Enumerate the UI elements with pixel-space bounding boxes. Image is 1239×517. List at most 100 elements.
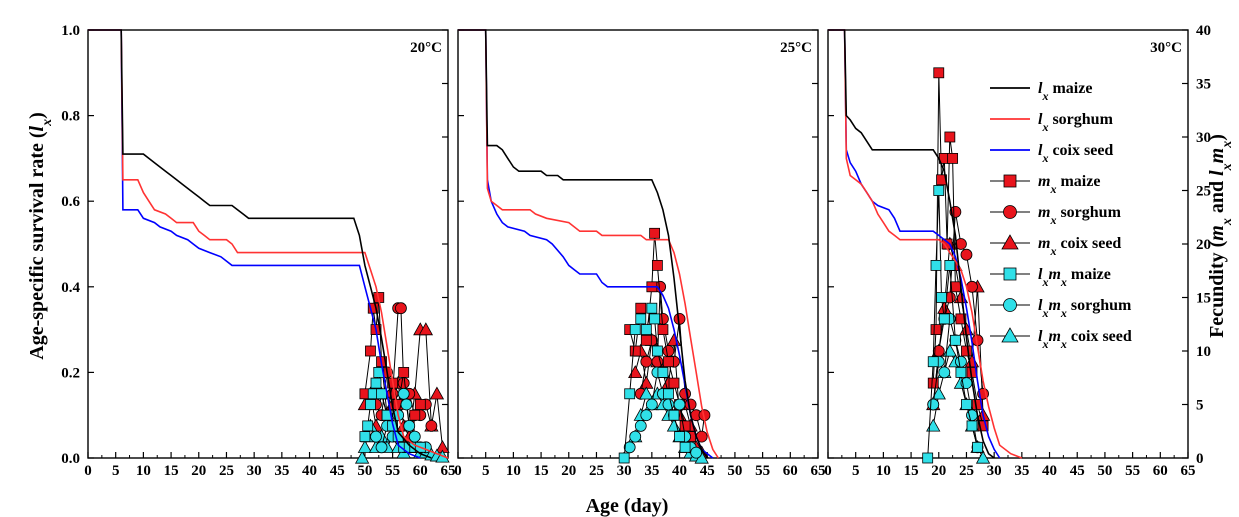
lxmx-maize-point (370, 377, 382, 389)
lxmx-maize-point (955, 366, 967, 378)
x-tick-label: 50 (1097, 463, 1112, 479)
x-tick-label: 60 (413, 463, 428, 479)
lxmx-maize-point (624, 388, 636, 400)
mx-maize-point (414, 399, 426, 410)
lxmx-sorghum-point (403, 419, 416, 432)
x-tick-label: 5 (852, 463, 860, 479)
lxmx-coix-point (354, 450, 370, 464)
mx-coix-point (628, 365, 643, 379)
x-tick-label: 35 (274, 463, 289, 479)
mx-sorghum-point (640, 355, 653, 368)
x-tick-label: 10 (506, 463, 521, 479)
panel-3: 0 5 10 15 20 25 30 35 40 45 50 55 60 6505101520253035… (824, 23, 1211, 479)
lxmx-sorghum-point (690, 446, 703, 459)
panel-2: 0 5 10 15 20 25 30 35 40 45 50 55 60 65 25°C (454, 29, 826, 479)
x-tick-label: 20 (561, 463, 576, 479)
x-tick-label: 40 (302, 463, 317, 479)
lxmx-maize-series (922, 185, 983, 464)
legend-square-marker (1003, 267, 1017, 281)
lxmx-coix-point (931, 386, 946, 400)
lxmx-coix-point (666, 418, 682, 432)
x-tick-label: 10 (136, 463, 151, 479)
mx-maize-point (398, 366, 410, 378)
mx-maize-point (640, 334, 652, 346)
mx-maize-point (651, 259, 663, 271)
x-tick-label: 45 (1070, 463, 1085, 479)
mx-coix-point (418, 322, 434, 336)
lxmx-sorghum-point (955, 355, 967, 368)
lx-sorghum-line (88, 29, 449, 459)
legend-item: lxmx maize (990, 266, 1111, 289)
mx-maize-point (930, 324, 942, 336)
mx-maize-point (635, 302, 647, 314)
x-axis-title: Age (day) (586, 495, 669, 517)
legend-item: lxmx coix seed (990, 327, 1132, 351)
mx-maize-point (367, 302, 379, 314)
legend-item: mx maize (990, 173, 1100, 196)
panel-temperature-label: 30°C (1150, 40, 1182, 56)
mx-maize-point (668, 377, 680, 389)
lxmx-maize-point (966, 420, 978, 432)
lxmx-maize-point (922, 452, 934, 464)
mx-maize-point (629, 345, 641, 357)
lxmx-maize-point (359, 431, 371, 443)
x-tick-label: 20 (191, 463, 206, 479)
panel-1: 0 5 10 15 20 25 30 35 40 45 50 55 60 65 0.0 0.2 0.4 0.6 0.… (61, 23, 455, 479)
lxmx-maize-point (657, 366, 669, 378)
x-tick-label: 60 (783, 463, 798, 479)
mx-maize-point (365, 345, 376, 357)
mx-coix-point (429, 386, 445, 400)
lxmx-sorghum-point (938, 366, 951, 379)
x-tick-label: 30 (617, 463, 632, 479)
lx-coix-line (88, 29, 421, 459)
y-right-tick-label: 30 (1196, 130, 1211, 146)
mx-sorghum-point (684, 398, 697, 411)
mx-maize-point (955, 313, 967, 325)
x-tick-label: 65 (811, 463, 826, 479)
mx-maize-point (649, 227, 661, 239)
mx-sorghum-point (966, 280, 978, 293)
x-tick-label: 50 (727, 463, 742, 479)
lxmx-maize-point (668, 409, 680, 421)
mx-maize-point (933, 67, 945, 79)
lx-sorghum-line (458, 29, 719, 459)
x-tick-label: 20 (931, 463, 946, 479)
lxmx-maize-point (927, 356, 939, 368)
y-right-tick-label: 35 (1196, 77, 1211, 93)
x-tick-label: 25 (589, 463, 604, 479)
legend-square-marker (1003, 174, 1017, 188)
legend-label: lx sorghum (1038, 111, 1114, 134)
mx-maize-point (663, 356, 674, 368)
lxmx-maize-point (972, 441, 983, 453)
x-tick-label: 15 (534, 463, 549, 479)
x-tick-label: 30 (247, 463, 262, 479)
y-left-tick-label: 1.0 (61, 23, 80, 39)
lxmx-maize-point (936, 292, 947, 303)
legend-item: lxmx sorghum (990, 297, 1132, 320)
legend-label: lx coix seed (1038, 142, 1113, 165)
legend-triangle-marker (1001, 327, 1019, 343)
lx-maize-line (458, 29, 708, 459)
mx-sorghum-connector (932, 211, 984, 405)
x-tick-label: 0 (824, 463, 832, 479)
lxmx-sorghum-point (640, 409, 653, 422)
lxmx-maize-point (961, 399, 972, 410)
x-tick-label: 5 (482, 463, 490, 479)
x-tick-label: 65 (441, 463, 456, 479)
mx-maize-point (657, 324, 669, 336)
lxmx-maize-series (618, 302, 691, 464)
mx-sorghum-point (960, 248, 973, 261)
y-axis-right-title: Fecundity (mx and lxmx) (1206, 134, 1235, 338)
lxmx-sorghum-point (645, 398, 658, 411)
lxmx-sorghum-point (397, 387, 410, 400)
lxmx-maize-point (649, 313, 661, 325)
lxmx-maize-point (651, 345, 663, 357)
mx-maize-point (977, 420, 989, 432)
legend-label: mx sorghum (1038, 204, 1122, 227)
y-right-tick-label: 15 (1196, 291, 1211, 307)
x-tick-label: 40 (1042, 463, 1057, 479)
mx-coix-point (964, 354, 980, 368)
lxmx-maize-point (635, 313, 647, 325)
